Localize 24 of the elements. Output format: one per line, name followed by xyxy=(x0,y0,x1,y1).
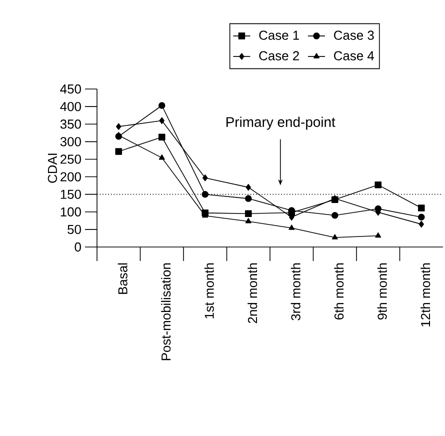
y-tick-label: 300 xyxy=(60,137,81,146)
y-tick-label: 100 xyxy=(60,207,81,216)
y-tick-label: 450 xyxy=(60,84,81,94)
y-tick-label: 50 xyxy=(68,224,81,234)
y-axis-title: CDAI xyxy=(48,154,58,183)
y-tick-label: 400 xyxy=(60,102,81,112)
legend-label: Case 4 xyxy=(334,51,374,60)
y-tick-label: 150 xyxy=(60,190,81,199)
x-tick-label: 9th month xyxy=(377,263,387,320)
legend-label: Case 3 xyxy=(334,30,374,40)
annotation: Primary end-point xyxy=(226,116,336,130)
x-tick-label: Post-mobilisation xyxy=(161,263,171,360)
legend-label: Case 2 xyxy=(259,51,299,60)
x-tick-label: 1st month xyxy=(204,263,214,318)
x-tick-label: 2nd month xyxy=(248,263,258,324)
y-tick-label: 200 xyxy=(60,172,81,182)
y-tick-label: 350 xyxy=(60,120,81,129)
y-tick-label: 250 xyxy=(60,154,81,164)
legend-label: Case 1 xyxy=(259,30,299,40)
x-tick-label: 6th month xyxy=(334,263,344,320)
x-tick-label: 12th month xyxy=(420,263,430,326)
y-tick-label: 0 xyxy=(74,242,81,252)
x-tick-label: Basal xyxy=(118,263,128,294)
x-tick-label: 3rd month xyxy=(290,263,300,320)
